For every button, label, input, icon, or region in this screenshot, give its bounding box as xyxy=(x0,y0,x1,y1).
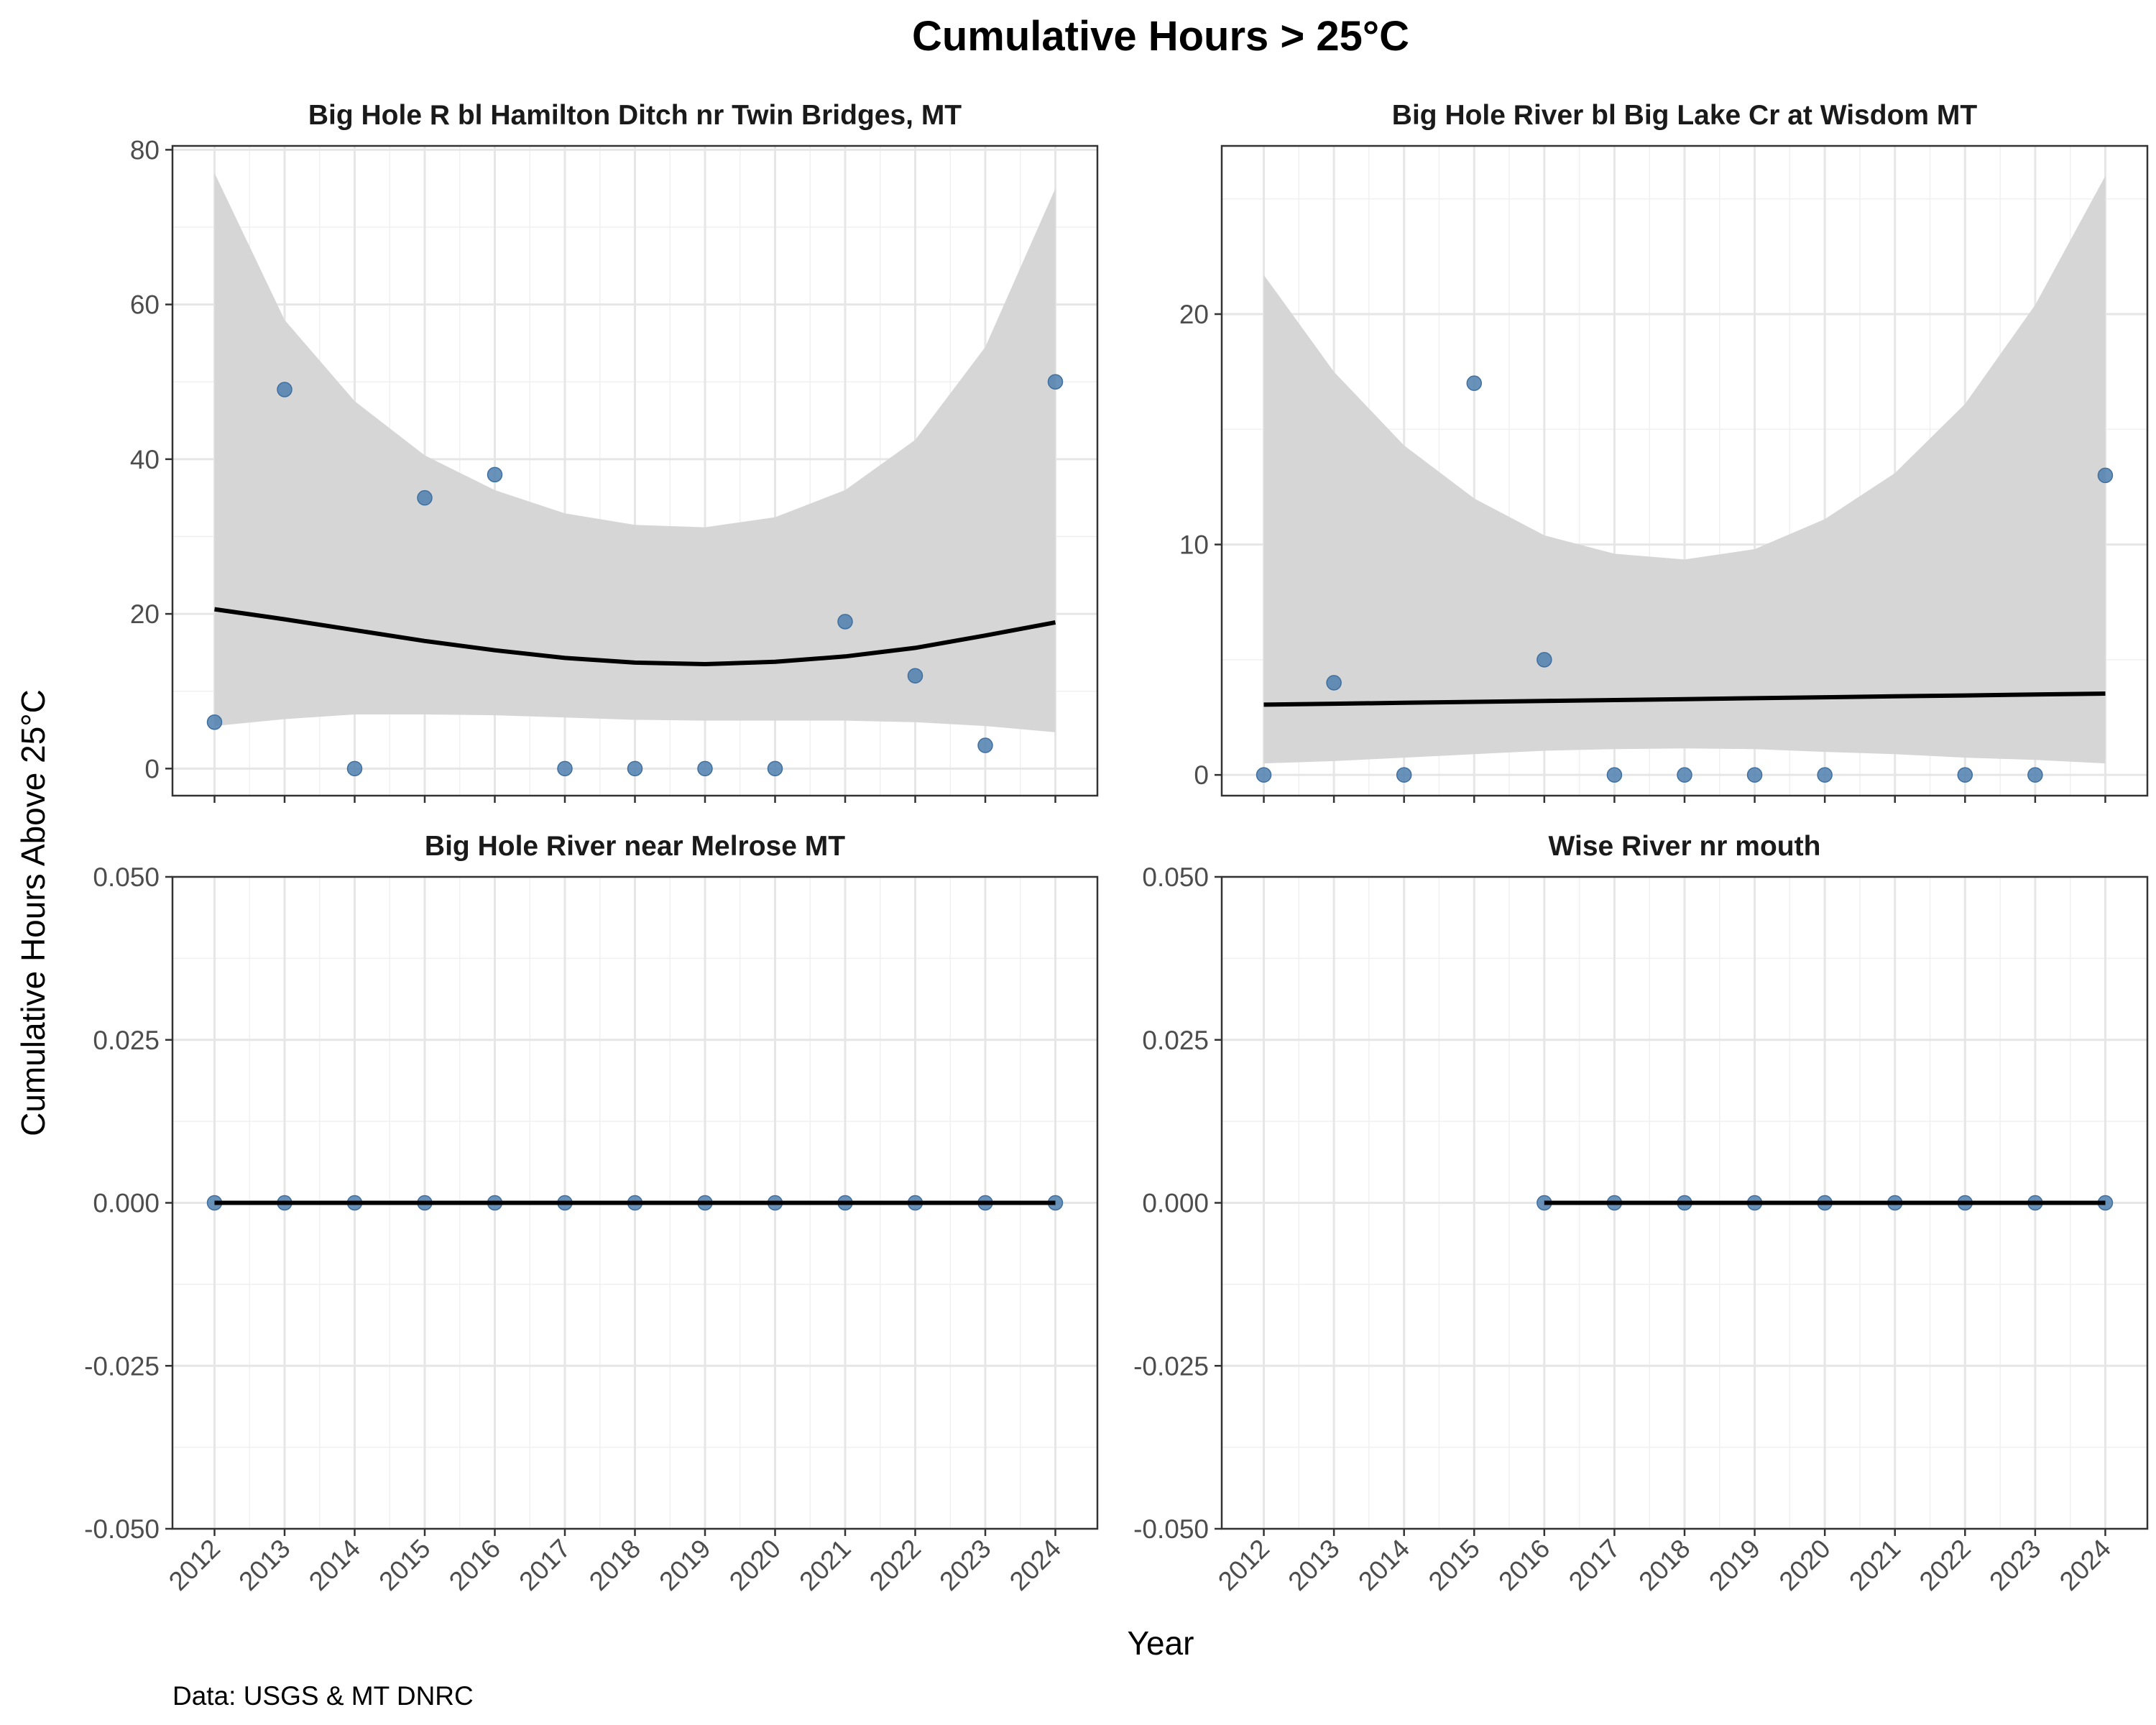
data-point xyxy=(277,382,292,397)
y-tick-label: 40 xyxy=(130,445,160,474)
y-tick-label: 0.025 xyxy=(93,1026,160,1055)
y-tick-label: 20 xyxy=(1179,300,1209,329)
fit-line xyxy=(1263,691,2106,707)
confidence-band xyxy=(214,172,1056,732)
y-tick-label: 20 xyxy=(130,599,160,629)
data-point xyxy=(1326,675,1342,691)
y-tick-label: 0.050 xyxy=(93,862,160,892)
data-point xyxy=(837,614,853,630)
panel-3: Big Hole River near Melrose MT -0.050 -0.0… xyxy=(84,831,1099,1596)
y-tick-label: 60 xyxy=(130,290,160,320)
y-tick-label: -0.025 xyxy=(84,1351,160,1381)
data-point xyxy=(627,760,643,777)
y-tick-label: -0.050 xyxy=(84,1514,160,1544)
data-point xyxy=(907,668,923,684)
data-point xyxy=(977,737,993,753)
fit-line xyxy=(214,607,1056,666)
data-point xyxy=(1256,767,1272,783)
y-tick-label: 0.025 xyxy=(1142,1026,1209,1055)
data-source-caption: Data: USGS & MT DNRC xyxy=(172,1681,474,1711)
facet-panels: Big Hole R bl Hamilton Ditch nr Twin Bri… xyxy=(84,100,2149,1596)
panel-2: Big Hole River bl Big Lake Cr at Wisdom … xyxy=(1179,100,2149,803)
panel-1: Big Hole R bl Hamilton Ditch nr Twin Bri… xyxy=(130,100,1099,803)
data-point xyxy=(1537,652,1552,668)
panel-title: Wise River nr mouth xyxy=(1549,831,1821,862)
y-tick-label: 10 xyxy=(1179,530,1209,560)
y-tick-label: 0.000 xyxy=(1142,1189,1209,1218)
data-point xyxy=(767,760,783,777)
data-point xyxy=(1396,767,1412,783)
panel-title: Big Hole River bl Big Lake Cr at Wisdom … xyxy=(1392,100,1978,131)
y-tick-label: 0 xyxy=(144,754,160,783)
data-point xyxy=(1957,767,1973,783)
y-tick-label: -0.050 xyxy=(1133,1514,1209,1544)
data-point xyxy=(2027,767,2043,783)
data-point xyxy=(1817,767,1833,783)
data-point xyxy=(1606,767,1623,783)
data-point xyxy=(417,489,433,506)
y-tick-label: 0.050 xyxy=(1142,862,1209,892)
data-point xyxy=(1466,375,1483,391)
data-point xyxy=(697,760,713,777)
data-point xyxy=(346,760,363,777)
data-point xyxy=(1746,767,1763,783)
y-axis-title: Cumulative Hours Above 25°C xyxy=(14,689,52,1136)
y-tick-label: 0 xyxy=(1194,760,1209,790)
data-point xyxy=(557,760,573,777)
confidence-band xyxy=(1263,175,2106,764)
data-point xyxy=(1047,374,1064,390)
y-tick-label: 0.000 xyxy=(93,1189,160,1218)
data-point xyxy=(487,466,503,483)
data-point xyxy=(2097,467,2114,484)
y-tick-label: -0.025 xyxy=(1133,1351,1209,1381)
x-axis-title: Year xyxy=(1128,1624,1194,1662)
data-point xyxy=(1677,767,1692,783)
panel-title: Big Hole River near Melrose MT xyxy=(425,831,845,862)
panel-title: Big Hole R bl Hamilton Ditch nr Twin Bri… xyxy=(308,100,962,131)
y-tick-label: 80 xyxy=(130,135,160,165)
chart-title: Cumulative Hours > 25°C xyxy=(912,13,1409,60)
data-point xyxy=(206,714,223,730)
panel-4: Wise River nr mouth -0.050 -0.025 0.000 0.02… xyxy=(1133,831,2149,1596)
